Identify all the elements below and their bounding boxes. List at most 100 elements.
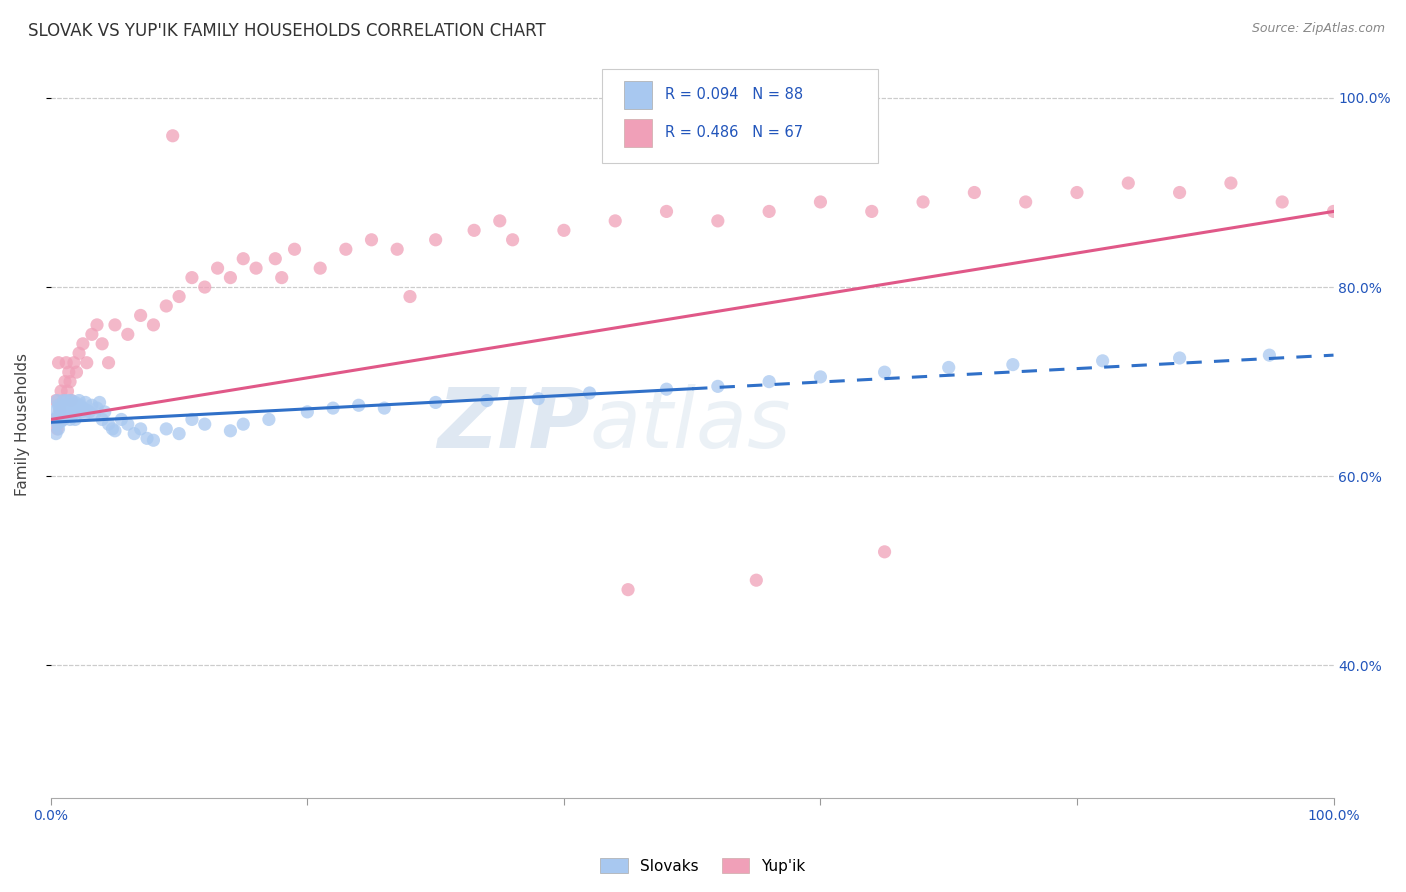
- Point: [46, 417, 69, 432]
- Text: R = 0.094   N = 88: R = 0.094 N = 88: [665, 87, 803, 103]
- Point: [1219, 176, 1241, 190]
- Point: [322, 401, 344, 416]
- Point: [53, 405, 76, 419]
- Point: [167, 289, 190, 303]
- Point: [80, 327, 103, 342]
- Point: [1091, 354, 1114, 368]
- Point: [48, 356, 70, 370]
- Point: [810, 370, 832, 384]
- Point: [1168, 351, 1191, 365]
- Point: [52, 403, 75, 417]
- Point: [1066, 186, 1088, 200]
- Point: [72, 336, 94, 351]
- Point: [758, 204, 780, 219]
- Point: [56, 393, 79, 408]
- Point: [59, 412, 82, 426]
- Point: [48, 398, 70, 412]
- Point: [65, 405, 87, 419]
- Point: [52, 393, 75, 408]
- Point: [44, 412, 66, 426]
- Point: [104, 318, 127, 332]
- Point: [399, 289, 422, 303]
- Point: [49, 412, 72, 426]
- Point: [60, 393, 83, 408]
- Point: [655, 204, 678, 219]
- Point: [73, 408, 96, 422]
- Point: [873, 365, 896, 379]
- Point: [938, 360, 960, 375]
- Point: [207, 261, 229, 276]
- Point: [62, 398, 84, 412]
- Point: [129, 422, 152, 436]
- Point: [56, 398, 79, 412]
- Point: [80, 398, 103, 412]
- Point: [181, 412, 204, 426]
- Point: [181, 270, 204, 285]
- Point: [70, 405, 93, 419]
- Point: [463, 223, 485, 237]
- Point: [155, 422, 177, 436]
- Point: [110, 412, 132, 426]
- Point: [194, 280, 217, 294]
- Text: Source: ZipAtlas.com: Source: ZipAtlas.com: [1251, 22, 1385, 36]
- Point: [51, 401, 73, 416]
- FancyBboxPatch shape: [624, 81, 652, 109]
- Point: [219, 424, 242, 438]
- Point: [62, 408, 84, 422]
- Point: [55, 408, 77, 422]
- Point: [1271, 194, 1294, 209]
- Point: [86, 318, 108, 332]
- Point: [51, 412, 73, 426]
- Point: [58, 403, 80, 417]
- Point: [97, 356, 120, 370]
- Point: [142, 434, 165, 448]
- Point: [48, 408, 70, 422]
- Point: [425, 233, 447, 247]
- Point: [89, 395, 111, 409]
- Point: [1322, 204, 1344, 219]
- Point: [63, 405, 86, 419]
- Point: [347, 398, 370, 412]
- Point: [65, 365, 87, 379]
- Point: [59, 375, 82, 389]
- Point: [155, 299, 177, 313]
- Text: SLOVAK VS YUP'IK FAMILY HOUSEHOLDS CORRELATION CHART: SLOVAK VS YUP'IK FAMILY HOUSEHOLDS CORRE…: [28, 22, 546, 40]
- Point: [56, 384, 79, 398]
- Point: [93, 405, 115, 419]
- Point: [527, 392, 550, 406]
- Point: [63, 401, 86, 416]
- Point: [49, 401, 72, 416]
- Point: [75, 395, 97, 409]
- Point: [104, 424, 127, 438]
- Point: [758, 375, 780, 389]
- Point: [912, 194, 935, 209]
- Point: [385, 242, 408, 256]
- Point: [59, 398, 82, 412]
- Point: [49, 403, 72, 417]
- Point: [53, 375, 76, 389]
- Point: [67, 346, 90, 360]
- Point: [83, 408, 105, 422]
- Point: [1014, 194, 1036, 209]
- Point: [194, 417, 217, 432]
- Point: [162, 128, 184, 143]
- Point: [605, 214, 627, 228]
- Point: [91, 412, 114, 426]
- Point: [1168, 186, 1191, 200]
- Point: [707, 214, 730, 228]
- Point: [46, 393, 69, 408]
- Point: [52, 412, 75, 426]
- Point: [117, 327, 139, 342]
- Point: [1116, 176, 1139, 190]
- FancyBboxPatch shape: [602, 70, 879, 162]
- Point: [745, 573, 768, 587]
- Text: ZIP: ZIP: [437, 384, 589, 465]
- Point: [91, 336, 114, 351]
- Point: [63, 356, 86, 370]
- Point: [245, 261, 267, 276]
- Point: [297, 405, 319, 419]
- Point: [360, 233, 382, 247]
- Point: [49, 405, 72, 419]
- Point: [257, 412, 280, 426]
- Point: [55, 401, 77, 416]
